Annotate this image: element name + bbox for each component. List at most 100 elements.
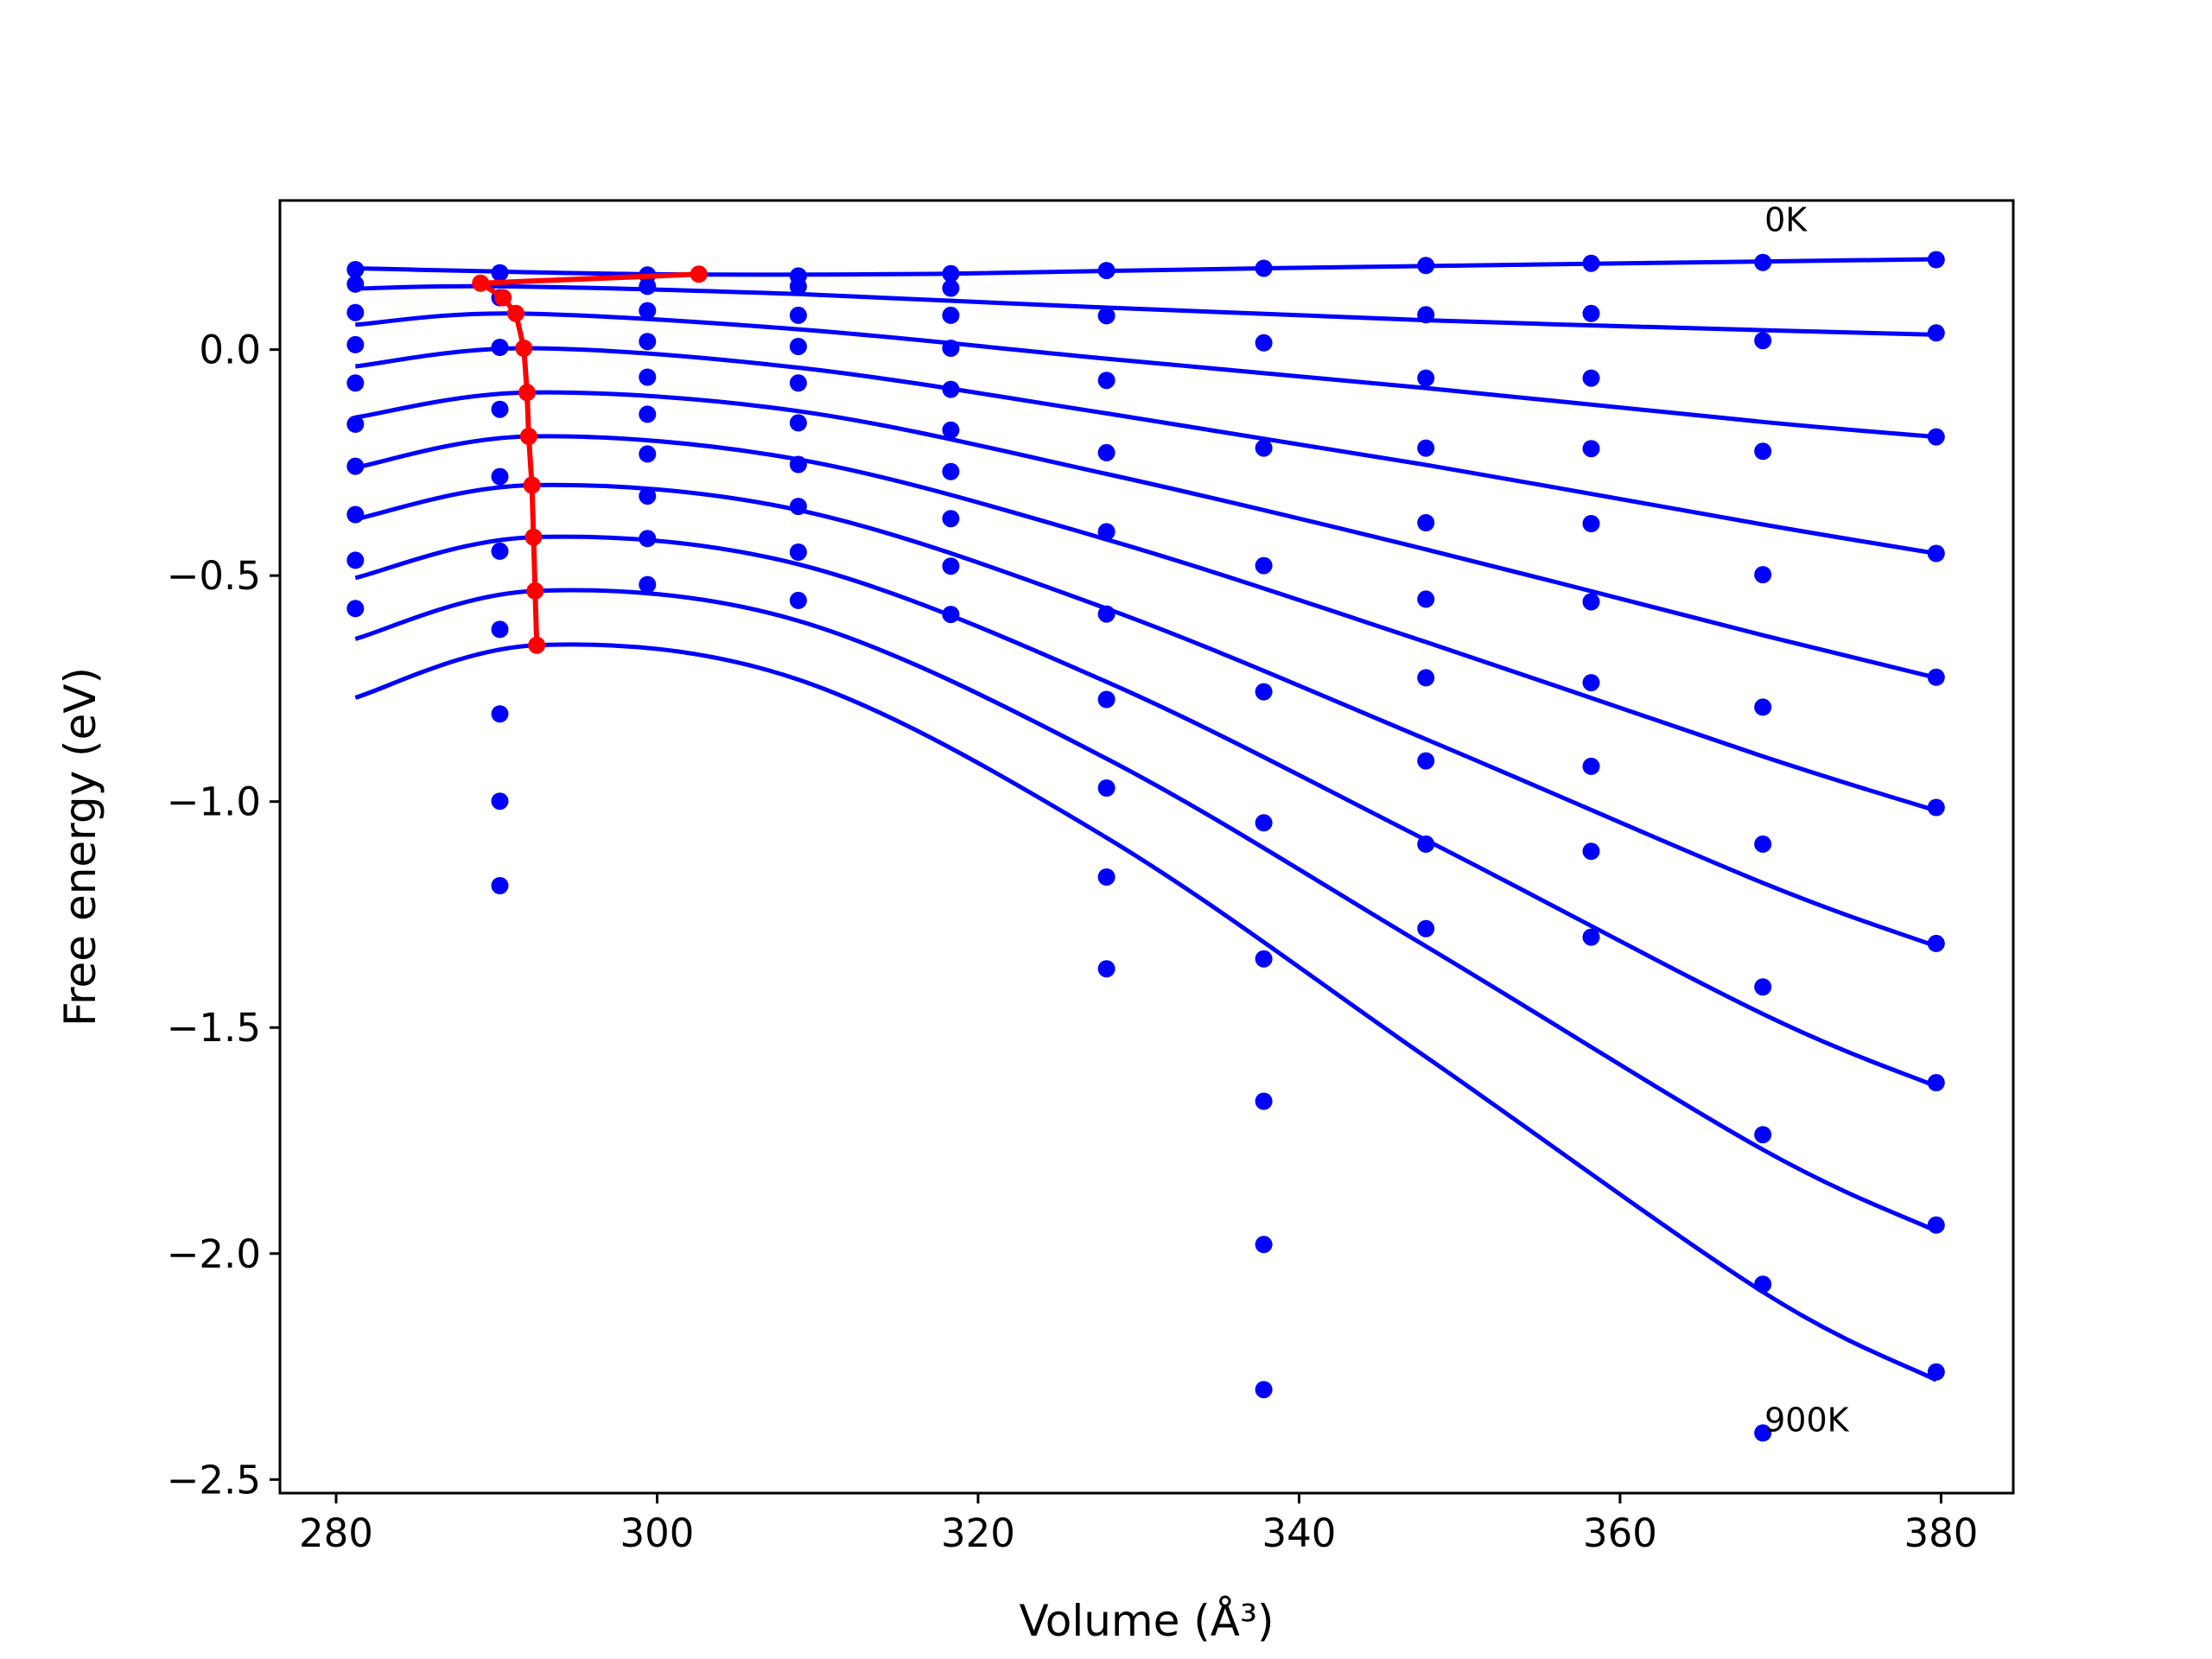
data-point (1927, 324, 1945, 342)
data-point (789, 543, 807, 561)
minimum-point (524, 528, 543, 546)
data-point (1417, 590, 1435, 608)
data-point (1754, 442, 1772, 461)
fit-curve-1 (355, 283, 1936, 337)
data-point (346, 275, 365, 293)
data-point (491, 542, 509, 560)
minimum-point (518, 384, 536, 402)
data-point (639, 333, 657, 351)
data-point (491, 792, 509, 810)
data-point (1417, 257, 1435, 275)
data-point (1097, 523, 1116, 541)
x-axis: 280 300 320 340 360 380 (299, 1493, 1978, 1556)
data-point (1927, 1074, 1945, 1091)
data-point (346, 335, 365, 353)
data-point (942, 264, 960, 283)
data-point (1927, 251, 1945, 269)
data-point (346, 261, 365, 278)
fit-curve-9 (354, 642, 1937, 1382)
data-point (942, 380, 960, 398)
data-point (1255, 556, 1273, 575)
y-tick-label: −1.0 (167, 779, 261, 825)
data-point (1754, 835, 1772, 853)
data-point (639, 445, 657, 463)
data-point (1582, 369, 1600, 387)
data-point (789, 277, 807, 296)
data-point (1754, 566, 1772, 584)
data-point (346, 415, 365, 433)
fit-curve-7 (354, 534, 1937, 1089)
x-tick-label: 380 (1904, 1510, 1978, 1556)
data-point (789, 414, 807, 432)
data-point (1754, 332, 1772, 350)
data-point (346, 600, 365, 618)
temperature-annotation: 900K (1764, 1401, 1850, 1439)
data-point (789, 498, 807, 516)
x-axis-label: Volume (Å³) (1019, 1596, 1274, 1646)
data-point (1754, 1275, 1772, 1294)
minimum-point (519, 428, 537, 445)
data-point (1417, 752, 1435, 770)
data-point (1582, 757, 1600, 775)
data-point (1097, 262, 1116, 280)
data-point (491, 264, 509, 282)
minimum-point (472, 274, 490, 292)
data-point (1097, 372, 1116, 390)
data-point (1417, 919, 1435, 938)
data-point (942, 462, 960, 480)
data-point (1255, 814, 1273, 832)
data-point (1754, 1424, 1772, 1442)
data-point (1927, 934, 1945, 952)
data-point (1097, 960, 1116, 978)
data-point (1255, 683, 1273, 701)
data-point (1754, 978, 1772, 996)
x-tick-label: 340 (1262, 1510, 1337, 1556)
minimum-point (507, 304, 524, 322)
fit-curve-8 (354, 588, 1937, 1233)
fit-curve-5 (354, 434, 1937, 813)
data-point (1582, 593, 1600, 611)
data-point (942, 279, 960, 297)
data-point (942, 340, 960, 357)
data-point (639, 277, 657, 296)
data-point (1097, 307, 1116, 325)
data-point (1255, 950, 1273, 968)
data-point (1417, 514, 1435, 531)
data-point (1255, 259, 1273, 277)
data-point (1097, 605, 1116, 623)
data-point (639, 575, 657, 594)
data-point (491, 467, 509, 486)
minimum-point (494, 289, 512, 307)
data-point (1754, 253, 1772, 271)
minimum-point (526, 582, 544, 600)
data-point (789, 455, 807, 474)
data-point (942, 306, 960, 324)
data-point (942, 606, 960, 624)
data-point (1097, 779, 1116, 797)
data-point (346, 374, 365, 392)
data-point (1582, 440, 1600, 458)
data-point (789, 374, 807, 392)
y-tick-label: −1.5 (167, 1005, 261, 1051)
data-point (1417, 369, 1435, 387)
data-point (639, 405, 657, 423)
data-point (491, 400, 509, 418)
minimum-point (690, 265, 708, 283)
data-point (639, 368, 657, 386)
data-point (491, 339, 509, 356)
fit-curve-2 (355, 311, 1937, 440)
data-point (1097, 443, 1116, 461)
data-point (346, 551, 365, 569)
data-point (1927, 544, 1945, 563)
fit-curve-4 (354, 390, 1937, 680)
data-point (1927, 1363, 1945, 1381)
data-point (1417, 835, 1435, 853)
data-point (942, 557, 960, 575)
data-point (1582, 254, 1600, 272)
data-point (1255, 334, 1273, 352)
data-point (1097, 868, 1116, 886)
data-point (346, 303, 365, 321)
y-axis: 0.0 −0.5 −1.0 −1.5 −2.0 −2.5 (167, 327, 280, 1503)
